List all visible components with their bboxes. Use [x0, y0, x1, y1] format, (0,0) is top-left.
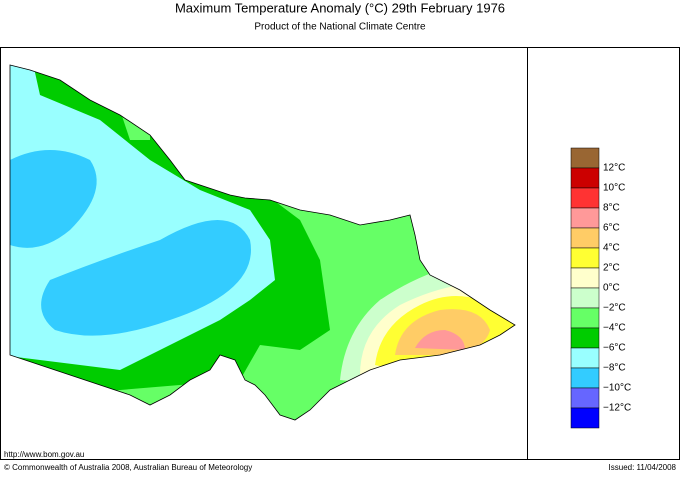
- subtitle: Product of the National Climate Centre: [254, 22, 426, 33]
- legend-label: −8°C: [603, 363, 626, 374]
- legend-swatch: [570, 347, 600, 369]
- legend-label: −4°C: [603, 323, 626, 334]
- legend-label: 10°C: [603, 183, 625, 194]
- legend-swatch: [570, 207, 600, 229]
- legend-swatch: [570, 187, 600, 209]
- legend-swatch: [570, 267, 600, 289]
- legend-swatch: [570, 387, 600, 409]
- legend-label: −2°C: [603, 303, 626, 314]
- legend-swatch: [570, 407, 600, 429]
- legend-label: 12°C: [603, 163, 625, 174]
- map: [10, 65, 515, 420]
- legend-swatch: [570, 147, 600, 169]
- legend-label: −10°C: [603, 383, 631, 394]
- title: Maximum Temperature Anomaly (°C) 29th Fe…: [175, 0, 505, 15]
- legend-swatch: [570, 227, 600, 249]
- legend-label: 2°C: [603, 263, 620, 274]
- legend-swatch: [570, 167, 600, 189]
- legend-label: 8°C: [603, 203, 620, 214]
- legend-label: 0°C: [603, 283, 620, 294]
- legend-label: 6°C: [603, 223, 620, 234]
- url: http://www.bom.gov.au: [4, 450, 84, 459]
- legend-label: −6°C: [603, 343, 626, 354]
- legend: 12°C 10°C 8°C 6°C 4°C 2°C 0°C −2°C −4°C −6°C −8°C −…: [570, 147, 631, 429]
- legend-swatch: [570, 287, 600, 309]
- issued: Issued: 11/04/2008: [609, 463, 677, 472]
- legend-label: 4°C: [603, 243, 620, 254]
- legend-swatch: [570, 327, 600, 349]
- copyright: © Commonwealth of Australia 2008, Austra…: [4, 463, 252, 472]
- legend-swatch: [570, 307, 600, 329]
- legend-swatch: [570, 247, 600, 269]
- legend-swatch: [570, 367, 600, 389]
- legend-label: −12°C: [603, 403, 631, 414]
